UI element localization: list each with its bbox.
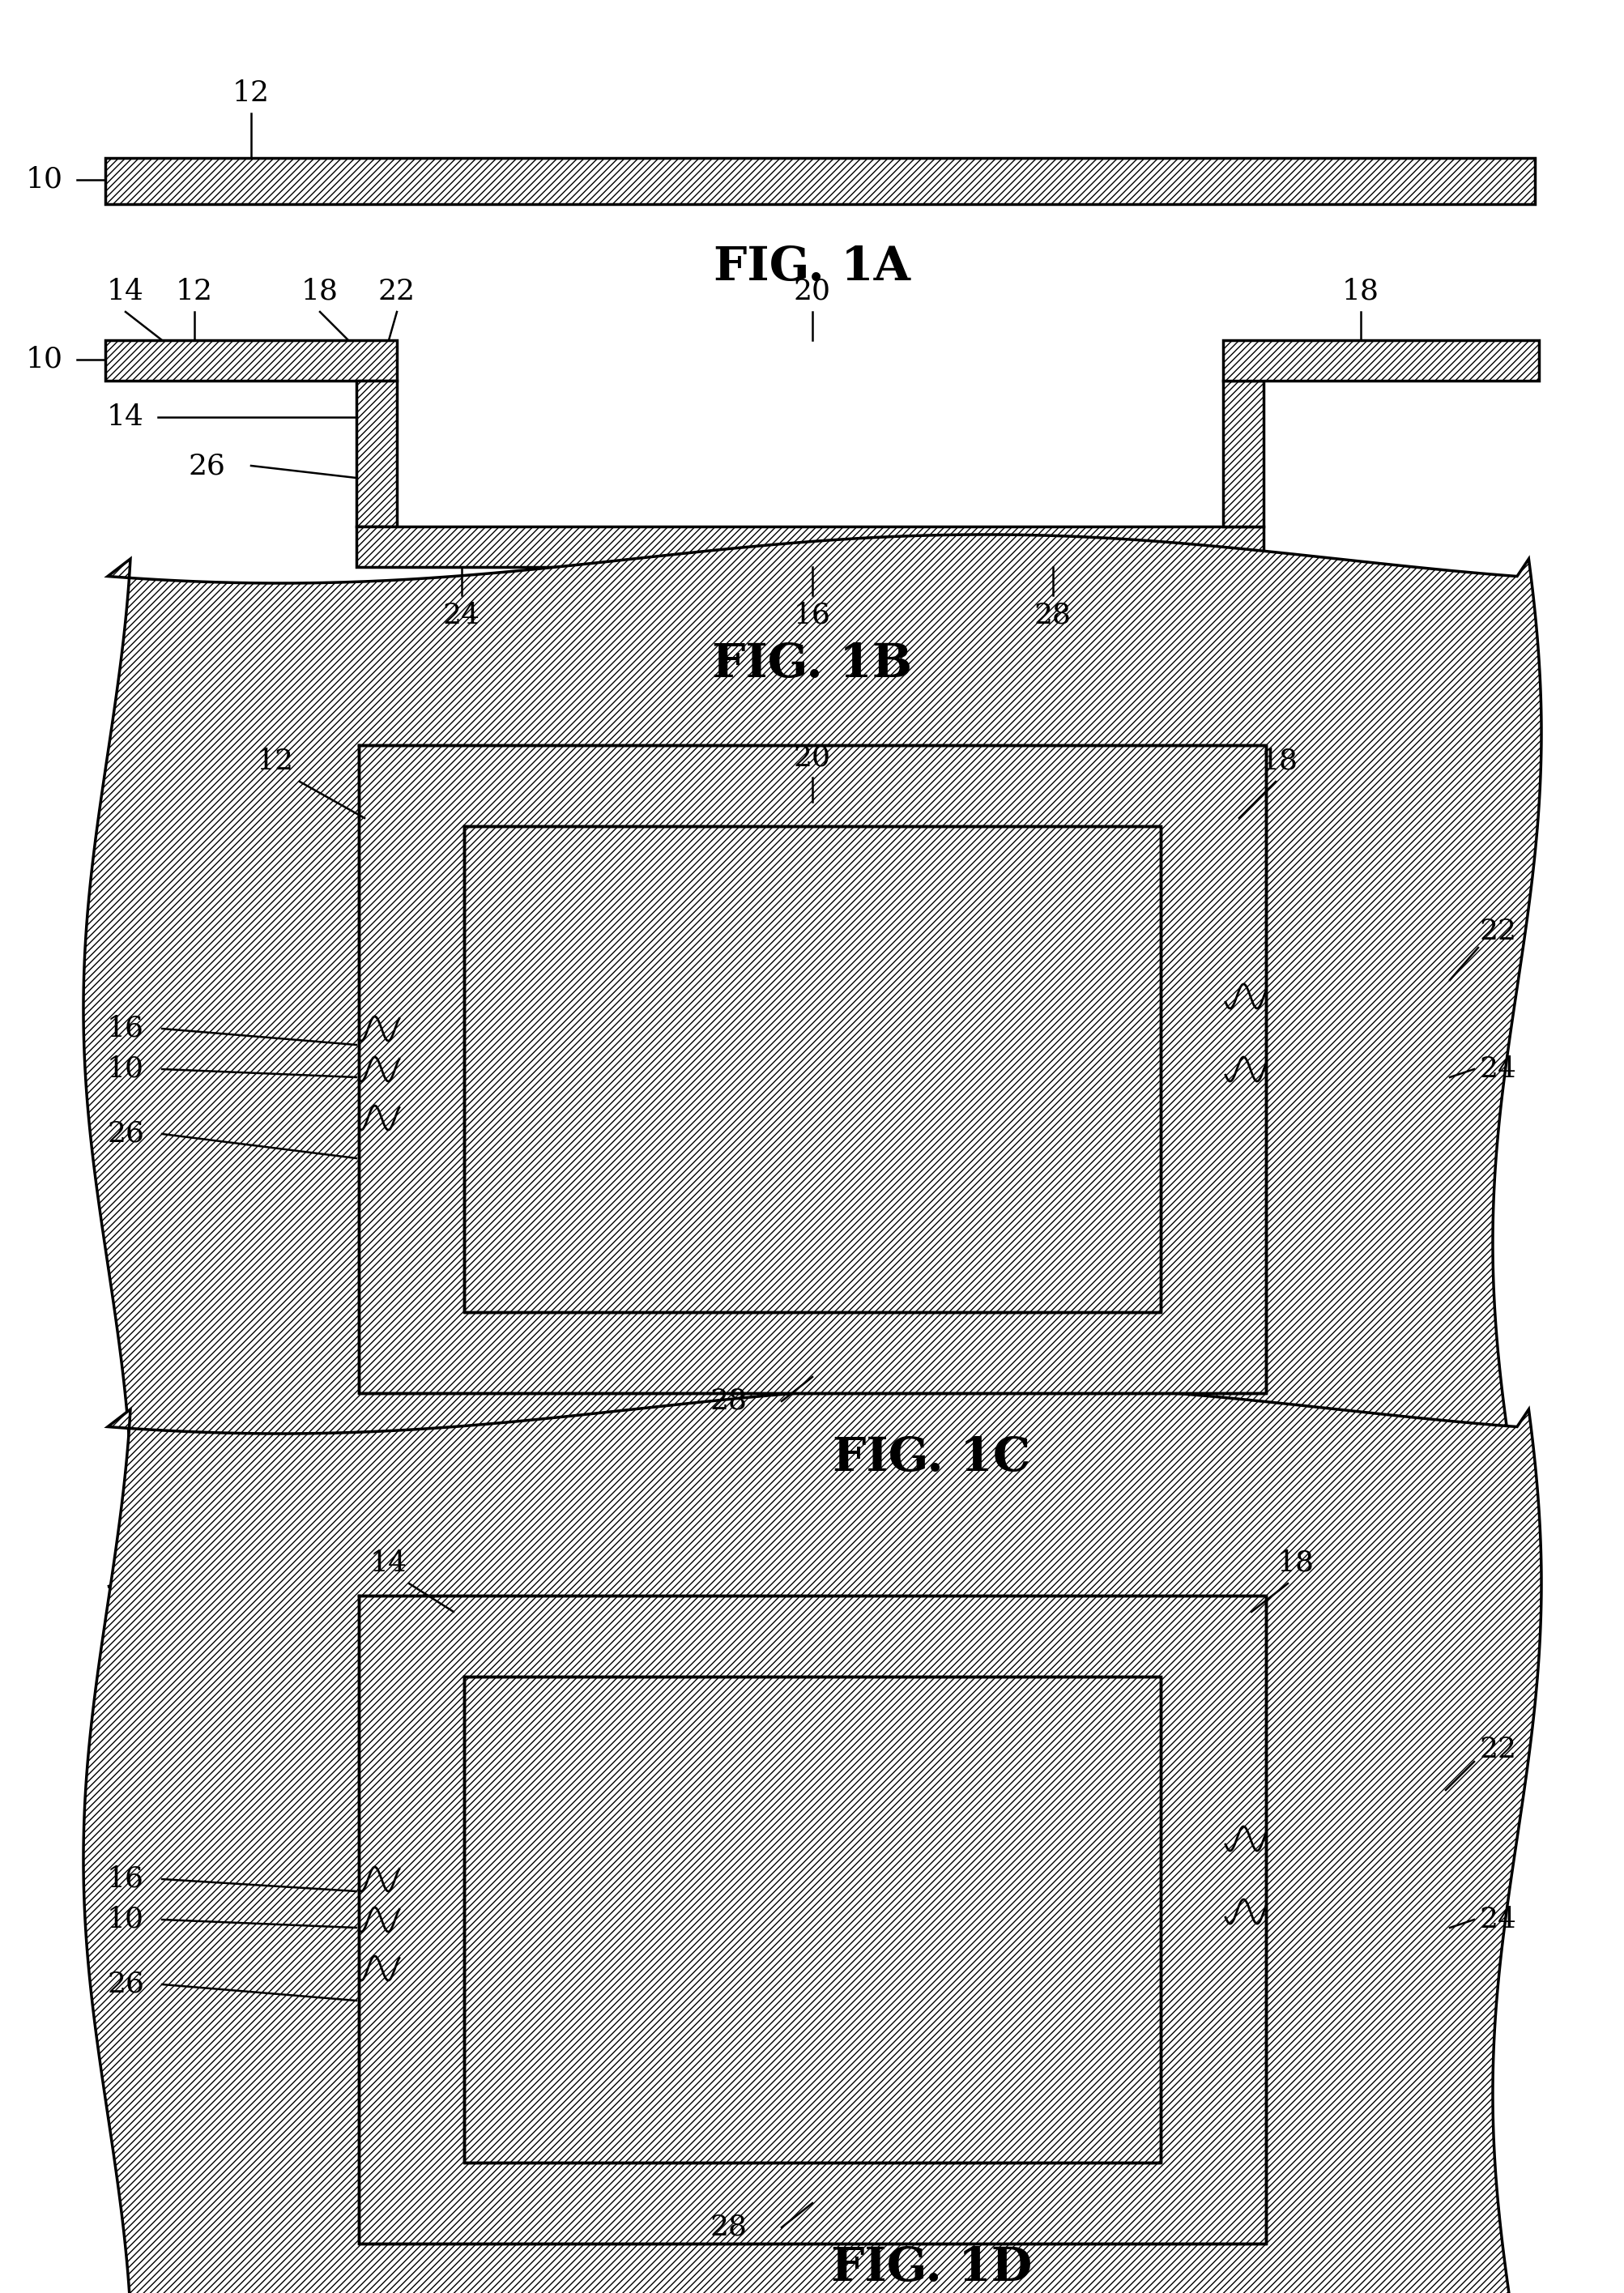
Text: FIG. 1C: FIG. 1C xyxy=(831,1435,1030,1481)
Text: 14: 14 xyxy=(370,1550,408,1578)
Text: 14: 14 xyxy=(107,404,145,431)
Text: 28: 28 xyxy=(710,2213,747,2240)
Bar xyxy=(464,1676,1160,2162)
Text: 20: 20 xyxy=(794,743,830,770)
Polygon shape xyxy=(83,534,1541,1603)
Polygon shape xyxy=(356,381,396,527)
Text: 12: 12 xyxy=(232,80,270,108)
Bar xyxy=(359,745,1265,1394)
Text: 10: 10 xyxy=(107,1055,145,1082)
Polygon shape xyxy=(356,527,1263,566)
Text: 16: 16 xyxy=(107,1864,145,1894)
Text: 22: 22 xyxy=(378,277,416,305)
Polygon shape xyxy=(83,1385,1541,2293)
Text: 22: 22 xyxy=(1479,1736,1517,1763)
Text: 24: 24 xyxy=(443,601,481,628)
Text: 12: 12 xyxy=(175,277,213,305)
Bar xyxy=(464,1676,1160,2162)
Text: 28: 28 xyxy=(710,1387,747,1415)
Text: 10: 10 xyxy=(26,346,63,374)
Text: FIG. 1B: FIG. 1B xyxy=(711,642,913,688)
Text: 10: 10 xyxy=(107,1905,145,1933)
Text: FIG. 1A: FIG. 1A xyxy=(713,245,911,289)
Text: 18: 18 xyxy=(1276,1550,1314,1578)
Text: 26: 26 xyxy=(107,1121,145,1149)
Polygon shape xyxy=(1223,339,1538,381)
Bar xyxy=(359,745,1265,1394)
Bar xyxy=(359,1596,1265,2243)
Text: 12: 12 xyxy=(257,748,294,775)
Text: 24: 24 xyxy=(1479,1905,1517,1933)
Text: 24: 24 xyxy=(1479,1055,1517,1082)
Text: 18: 18 xyxy=(1260,748,1298,775)
Bar xyxy=(464,825,1160,1312)
Text: 20: 20 xyxy=(794,277,830,305)
Polygon shape xyxy=(1223,381,1263,527)
Text: 28: 28 xyxy=(1034,601,1072,628)
Text: 26: 26 xyxy=(188,452,226,479)
Bar xyxy=(464,825,1160,1312)
Polygon shape xyxy=(106,158,1535,204)
Text: 14: 14 xyxy=(107,277,145,305)
Text: 16: 16 xyxy=(107,1016,145,1043)
Text: 16: 16 xyxy=(794,601,830,628)
Bar xyxy=(359,1596,1265,2243)
Text: 10: 10 xyxy=(26,165,63,193)
Text: 18: 18 xyxy=(1341,277,1379,305)
Text: FIG. 1D: FIG. 1D xyxy=(830,2245,1031,2291)
Text: 18: 18 xyxy=(300,277,338,305)
Text: 22: 22 xyxy=(1479,917,1517,945)
Polygon shape xyxy=(106,339,396,381)
Text: 26: 26 xyxy=(107,1970,145,1997)
